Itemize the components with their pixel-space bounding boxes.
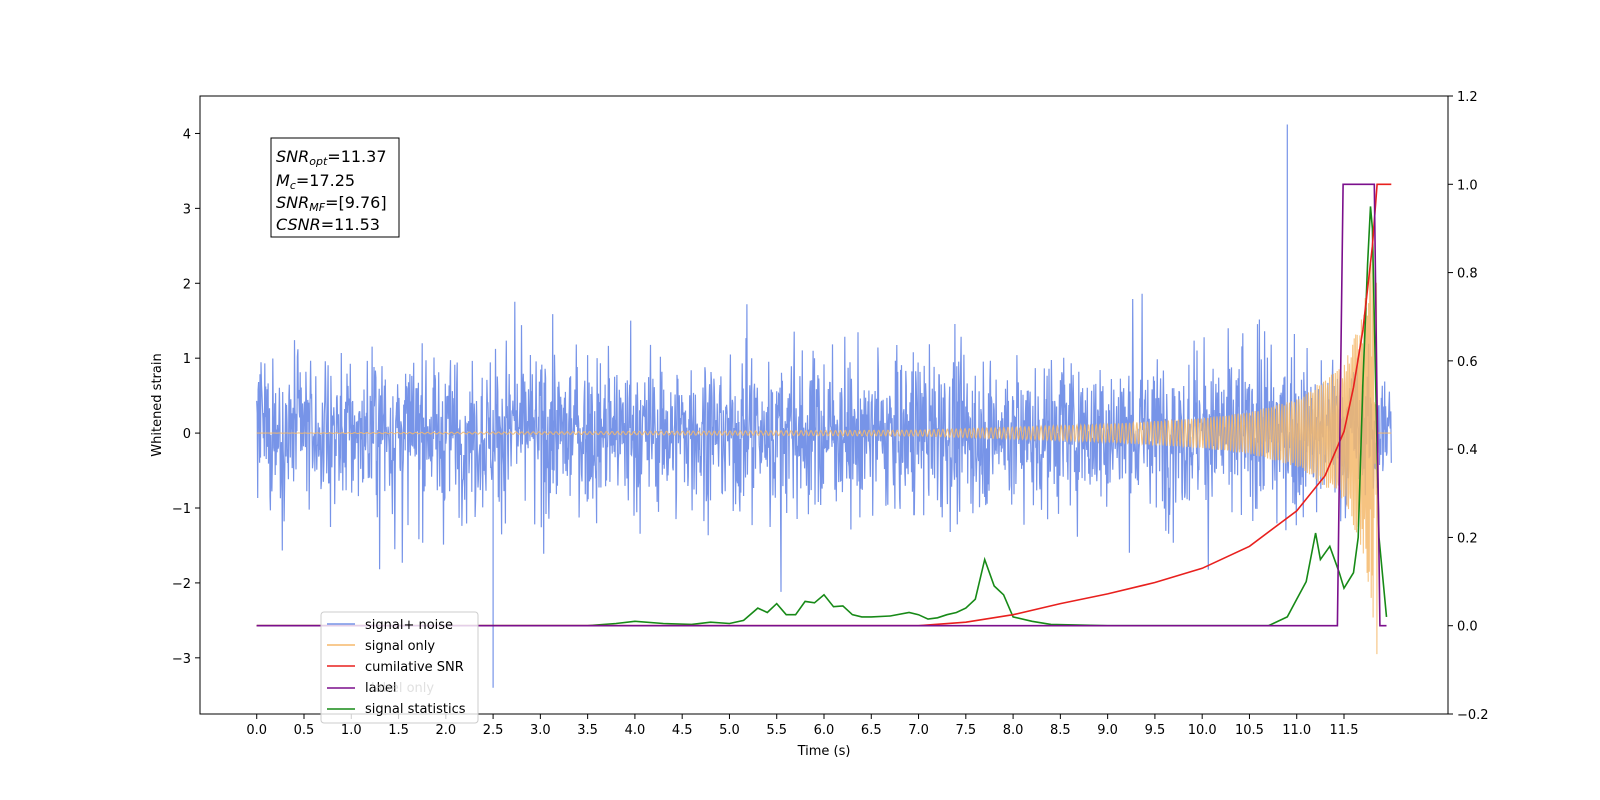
- series-signal-only: [256, 243, 1392, 655]
- annotation-box: SNRopt=11.37 Mc=17.25 SNRMF=[9.76] CSNR=…: [270, 137, 400, 238]
- x-tick-label: 7.0: [908, 723, 929, 738]
- x-tick-label: 3.5: [577, 723, 598, 738]
- x-tick-label: 8.0: [1003, 723, 1024, 738]
- x-tick-label: 4.5: [672, 723, 693, 738]
- legend-label-signal-noise: signal+ noise: [365, 618, 453, 633]
- x-tick-label: 0.5: [294, 723, 315, 738]
- annotation-chirp-mass: Mc=17.25: [276, 171, 355, 192]
- y2-tick-label: 1.2: [1457, 90, 1478, 105]
- x-tick-label: 5.0: [719, 723, 740, 738]
- x-tick-label: 0.0: [246, 723, 267, 738]
- series-label: [256, 183, 1387, 627]
- x-tick-label: 9.0: [1097, 723, 1118, 738]
- x-tick-label: 9.5: [1145, 723, 1166, 738]
- annotation-frame: [270, 137, 400, 238]
- x-tick-label: 2.5: [483, 723, 504, 738]
- series-cumilative-snr: [256, 183, 1392, 627]
- annotation-snr-mf: SNRMF=[9.76]: [276, 193, 387, 214]
- x-tick-label: 3.0: [530, 723, 551, 738]
- y2-tick-label: 0.0: [1457, 620, 1478, 635]
- y2-tick-label: −0.2: [1457, 708, 1489, 723]
- y2-tick-label: 1.0: [1457, 178, 1478, 193]
- y-axis-label: Whitened strain: [150, 353, 165, 456]
- x-tick-label: 1.0: [341, 723, 362, 738]
- x-tick-label: 6.0: [814, 723, 835, 738]
- x-tick-label: 7.5: [955, 723, 976, 738]
- x-axis-ticks: 0.0 0.5 1.0 1.5 2.0 2.5 3.0 3.5 4.0 4.5 5.0 5.5 6.0 6…: [246, 714, 1358, 738]
- y-axis-ticks: −3 −2 −1 0 1 2 3 4: [172, 127, 200, 667]
- series-signal-statistics: [256, 206, 1388, 627]
- legend-label-signal-only: signal only: [365, 639, 435, 654]
- y2-tick-label: 0.8: [1457, 267, 1478, 282]
- series-signal-noise: [256, 124, 1392, 688]
- x-axis-label: Time (s): [797, 744, 851, 759]
- y2-tick-label: 0.6: [1457, 355, 1478, 370]
- x-tick-label: 1.5: [388, 723, 409, 738]
- legend: signal+ noise signal only cumilative SNR…: [320, 611, 479, 724]
- x-tick-label: 10.5: [1235, 723, 1264, 738]
- x-tick-label: 2.0: [435, 723, 456, 738]
- y-tick-label: −3: [172, 652, 191, 667]
- x-tick-label: 10.0: [1188, 723, 1217, 738]
- annotation-snr-opt: SNRopt=11.37: [276, 147, 387, 168]
- x-tick-label: 11.0: [1282, 723, 1311, 738]
- plot-content: [256, 124, 1392, 688]
- y2-axis-ticks: −0.2 0.0 0.2 0.4 0.6 0.8 1.0 1.2: [1448, 90, 1489, 723]
- legend-label-signal-statistics: signal statistics: [365, 702, 466, 717]
- y-tick-label: −2: [172, 577, 191, 592]
- y2-tick-label: 0.4: [1457, 443, 1478, 458]
- y-tick-label: 2: [183, 277, 191, 292]
- x-tick-label: 8.5: [1050, 723, 1071, 738]
- legend-label-cumilative-snr: cumilative SNR: [365, 660, 464, 675]
- y-tick-label: −1: [172, 502, 191, 517]
- legend-frame: [320, 611, 479, 724]
- legend-label-label: label: [365, 681, 396, 696]
- annotation-csnr: CSNR=11.53: [276, 215, 380, 234]
- y-tick-label: 4: [183, 127, 191, 142]
- x-tick-label: 5.5: [766, 723, 787, 738]
- legend-label-label-only: label only: [371, 681, 434, 696]
- y2-tick-label: 0.2: [1457, 531, 1478, 546]
- y-tick-label: 1: [183, 352, 191, 367]
- x-tick-label: 4.0: [625, 723, 646, 738]
- y-tick-label: 3: [183, 202, 191, 217]
- y-tick-label: 0: [183, 427, 191, 442]
- x-tick-label: 6.5: [861, 723, 882, 738]
- x-tick-label: 11.5: [1330, 723, 1359, 738]
